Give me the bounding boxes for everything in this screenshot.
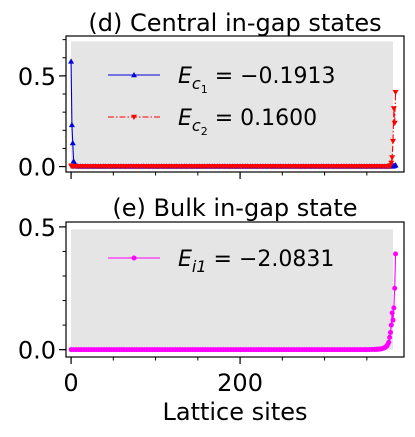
data-point	[392, 89, 399, 96]
data-point	[392, 285, 398, 291]
y-tick-label: 0.0	[18, 337, 56, 365]
data-point	[393, 251, 399, 257]
data-point	[69, 139, 76, 146]
legend-marker	[131, 72, 137, 78]
data-point	[387, 334, 393, 340]
data-point	[390, 317, 396, 323]
x-axis-label: Lattice sites	[162, 398, 307, 426]
legend: Ei1 = −2.0831	[108, 247, 334, 276]
data-point	[386, 339, 392, 345]
data-point	[390, 138, 397, 145]
data-point	[387, 329, 393, 335]
data-point	[388, 322, 394, 328]
y-tick-label: 0.0	[18, 154, 56, 182]
data-point	[389, 310, 395, 316]
shaded-region	[71, 41, 394, 167]
data-point	[390, 106, 397, 112]
axes-frame	[65, 221, 405, 358]
legend: Ec1 = −0.1913 Ec2 = 0.1600	[108, 64, 336, 138]
y-tick-label: 0.5	[18, 63, 56, 91]
data-point	[391, 120, 398, 127]
data-point	[68, 58, 75, 64]
panel-title: (e) Bulk in-gap state	[112, 194, 357, 222]
x-tick-label: 0	[63, 369, 78, 397]
data-point	[388, 160, 395, 166]
legend-marker	[131, 114, 137, 120]
y-tick-label: 0.5	[18, 214, 56, 242]
series-0	[68, 251, 399, 353]
shaded-region	[71, 229, 394, 350]
data-point	[389, 155, 396, 161]
legend-entry: Ec2 = 0.1600	[178, 106, 317, 138]
series-1	[68, 89, 399, 170]
panel-central-in-gap-states: (d) Central in-gap states 0.0 0.5 Ec1 = −0.…	[18, 9, 405, 182]
data-point	[68, 121, 75, 128]
data-point	[391, 305, 397, 311]
legend-entry: Ec1 = −0.1913	[178, 64, 336, 96]
legend-marker	[131, 255, 137, 261]
data-point	[392, 162, 399, 168]
legend-entry: Ei1 = −2.0831	[178, 247, 334, 276]
panel-title: (d) Central in-gap states	[88, 9, 381, 37]
x-tick-label: 200	[217, 369, 263, 397]
axes-frame	[65, 35, 405, 173]
